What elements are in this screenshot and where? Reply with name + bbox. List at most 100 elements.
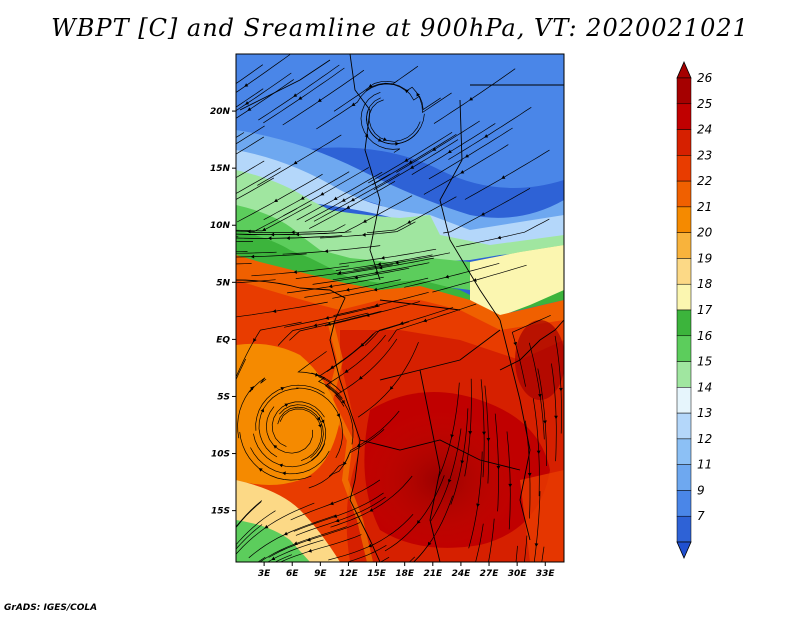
streamline — [274, 554, 293, 562]
streamline-arrow — [313, 323, 318, 328]
streamline — [236, 236, 324, 239]
streamline-arrow — [513, 341, 517, 346]
streamline — [236, 301, 328, 318]
streamline-arrow — [270, 232, 275, 237]
streamline-arrow — [404, 158, 409, 162]
streamline-arrow — [283, 531, 288, 536]
streamline-arrow — [320, 419, 325, 424]
streamline-arrow — [468, 431, 473, 435]
streamline-arrow — [341, 399, 345, 404]
streamline-arrow — [377, 138, 382, 142]
streamline — [295, 496, 386, 536]
streamline-arrow — [182, 232, 186, 236]
streamline-arrow — [350, 197, 355, 202]
colorbar-segment — [676, 103, 692, 130]
streamline-arrow — [519, 587, 523, 591]
colorbar-label: 21 — [697, 200, 712, 214]
streamline — [283, 167, 369, 217]
streamline — [297, 351, 342, 401]
streamline — [432, 264, 527, 293]
grads-credit: GrADS: IGES/COLA — [4, 603, 98, 613]
streamline — [448, 107, 532, 160]
streamline — [404, 262, 500, 288]
lon-label: 21E — [423, 569, 443, 579]
streamline-arrow — [408, 160, 413, 164]
streamline-arrow — [534, 543, 539, 547]
colorbar-label: 23 — [697, 148, 712, 162]
streamline — [551, 363, 557, 462]
streamline-arrow — [394, 260, 399, 265]
streamline — [258, 64, 340, 121]
streamline — [295, 264, 393, 279]
streamline-arrow — [373, 287, 378, 292]
streamline — [532, 398, 540, 497]
streamline-arrow — [389, 386, 394, 390]
colorbar-segment — [676, 232, 692, 259]
streamline — [236, 240, 254, 242]
lat-label: EQ — [216, 335, 230, 345]
colorbar-segment — [676, 515, 692, 543]
streamline — [236, 358, 247, 381]
streamline-arrow — [225, 538, 229, 542]
colorbar-segment — [676, 180, 692, 208]
streamline-arrow — [423, 318, 427, 323]
streamline — [249, 224, 346, 233]
streamline — [464, 378, 472, 477]
streamline — [236, 510, 276, 546]
streamline-arrow — [196, 158, 200, 161]
streamline-arrow — [260, 408, 265, 413]
colorbar-label: 22 — [697, 174, 712, 188]
streamline-arrow — [244, 579, 248, 583]
streamline — [372, 134, 457, 186]
streamline-arrow — [315, 372, 319, 377]
streamline — [332, 277, 429, 299]
streamline-arrow — [432, 147, 437, 151]
streamline-arrow — [318, 424, 322, 428]
colorbar-label: 17 — [697, 303, 713, 317]
streamline — [236, 136, 265, 155]
streamline — [236, 79, 294, 119]
lon-label: 15E — [367, 569, 387, 579]
streamline-arrow — [333, 514, 338, 518]
streamline-arrow — [324, 249, 329, 253]
streamline-arrow — [279, 463, 283, 468]
streamline — [258, 388, 299, 458]
colorbar-label: 19 — [697, 251, 712, 265]
colorbar-label: 16 — [697, 329, 713, 343]
streamline — [464, 149, 550, 200]
colorbar-label: 18 — [697, 277, 713, 291]
streamline — [511, 314, 551, 387]
lat-label: 10S — [211, 450, 230, 460]
streamline-arrow — [245, 101, 250, 105]
streamline-arrow — [416, 92, 420, 97]
streamline — [524, 535, 528, 562]
streamline — [339, 248, 437, 265]
streamline — [488, 518, 495, 562]
streamline — [304, 173, 391, 223]
lat-label: 15S — [211, 507, 230, 517]
streamline — [236, 321, 302, 378]
streamline — [494, 413, 499, 512]
streamline-arrow — [298, 96, 303, 100]
colorbar-label: 11 — [697, 458, 712, 472]
streamline-arrow — [308, 548, 312, 553]
colorbar-segment — [676, 309, 692, 337]
streamline — [236, 232, 327, 235]
streamline — [366, 196, 457, 234]
streamline-arrow — [469, 97, 474, 101]
streamline — [450, 408, 469, 505]
lon-label: 33E — [536, 569, 556, 579]
streamline-arrow — [267, 236, 272, 241]
lon-label: 18E — [395, 569, 415, 579]
lon-label: 3E — [258, 569, 271, 579]
streamline — [396, 120, 480, 173]
streamline-arrow — [496, 465, 501, 470]
streamline — [537, 368, 547, 466]
streamline-arrow — [388, 578, 392, 581]
streamline-arrow — [447, 149, 452, 154]
streamline — [236, 132, 245, 138]
streamline-arrow — [374, 303, 379, 308]
colorbar-label: 20 — [697, 226, 713, 240]
streamline — [438, 382, 460, 479]
lat-label: 15N — [210, 164, 231, 174]
